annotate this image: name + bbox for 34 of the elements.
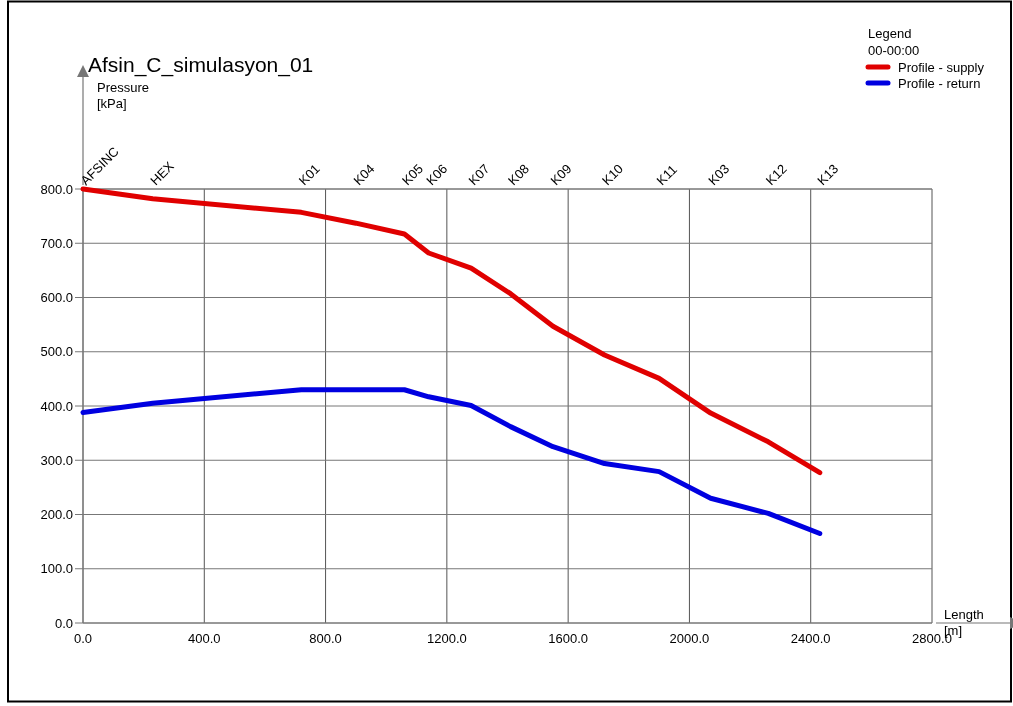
y-tick-label: 200.0 <box>40 507 73 523</box>
y-tick-label: 500.0 <box>40 344 73 360</box>
x-tick-label: 0.0 <box>73 631 93 646</box>
text: Pressure [kPa] <box>97 80 150 111</box>
x-tick-label: 2000.0 <box>669 631 710 646</box>
text: K05 <box>398 161 426 189</box>
text: K10 <box>599 161 627 189</box>
text: K11 <box>653 161 680 189</box>
text: K06 <box>423 161 451 189</box>
legend-label: Profile - supply <box>898 59 985 75</box>
y-tick-label: 0.0 <box>54 615 73 631</box>
y-tick-label: 300.0 <box>40 452 73 468</box>
x-tick-label: 2400.0 <box>790 631 831 646</box>
text: 00-00:00 <box>868 43 920 58</box>
text: K07 <box>465 161 493 189</box>
text: K09 <box>547 161 575 189</box>
text: K04 <box>350 161 378 189</box>
y-tick-label: 600.0 <box>40 290 73 306</box>
y-tick-label: 100.0 <box>40 561 73 577</box>
text: K12 <box>762 161 790 189</box>
text: K08 <box>505 161 533 189</box>
text: K03 <box>705 161 733 189</box>
legend-label: Profile - return <box>898 75 981 91</box>
legend-title: Legend <box>868 26 912 41</box>
x-tick-label: 800.0 <box>309 631 342 646</box>
y-tick-label: 400.0 <box>40 398 73 414</box>
x-tick-label: 1200.0 <box>426 631 467 646</box>
x-tick-label: 400.0 <box>188 631 221 646</box>
text: K13 <box>814 161 842 189</box>
y-tick-label: 700.0 <box>40 235 73 251</box>
text: K01 <box>295 161 323 189</box>
chart-title: Afsin_C_simulasyon_01 <box>88 53 314 77</box>
y-tick-label: 800.0 <box>40 181 73 197</box>
x-tick-label: 1600.0 <box>548 631 589 646</box>
